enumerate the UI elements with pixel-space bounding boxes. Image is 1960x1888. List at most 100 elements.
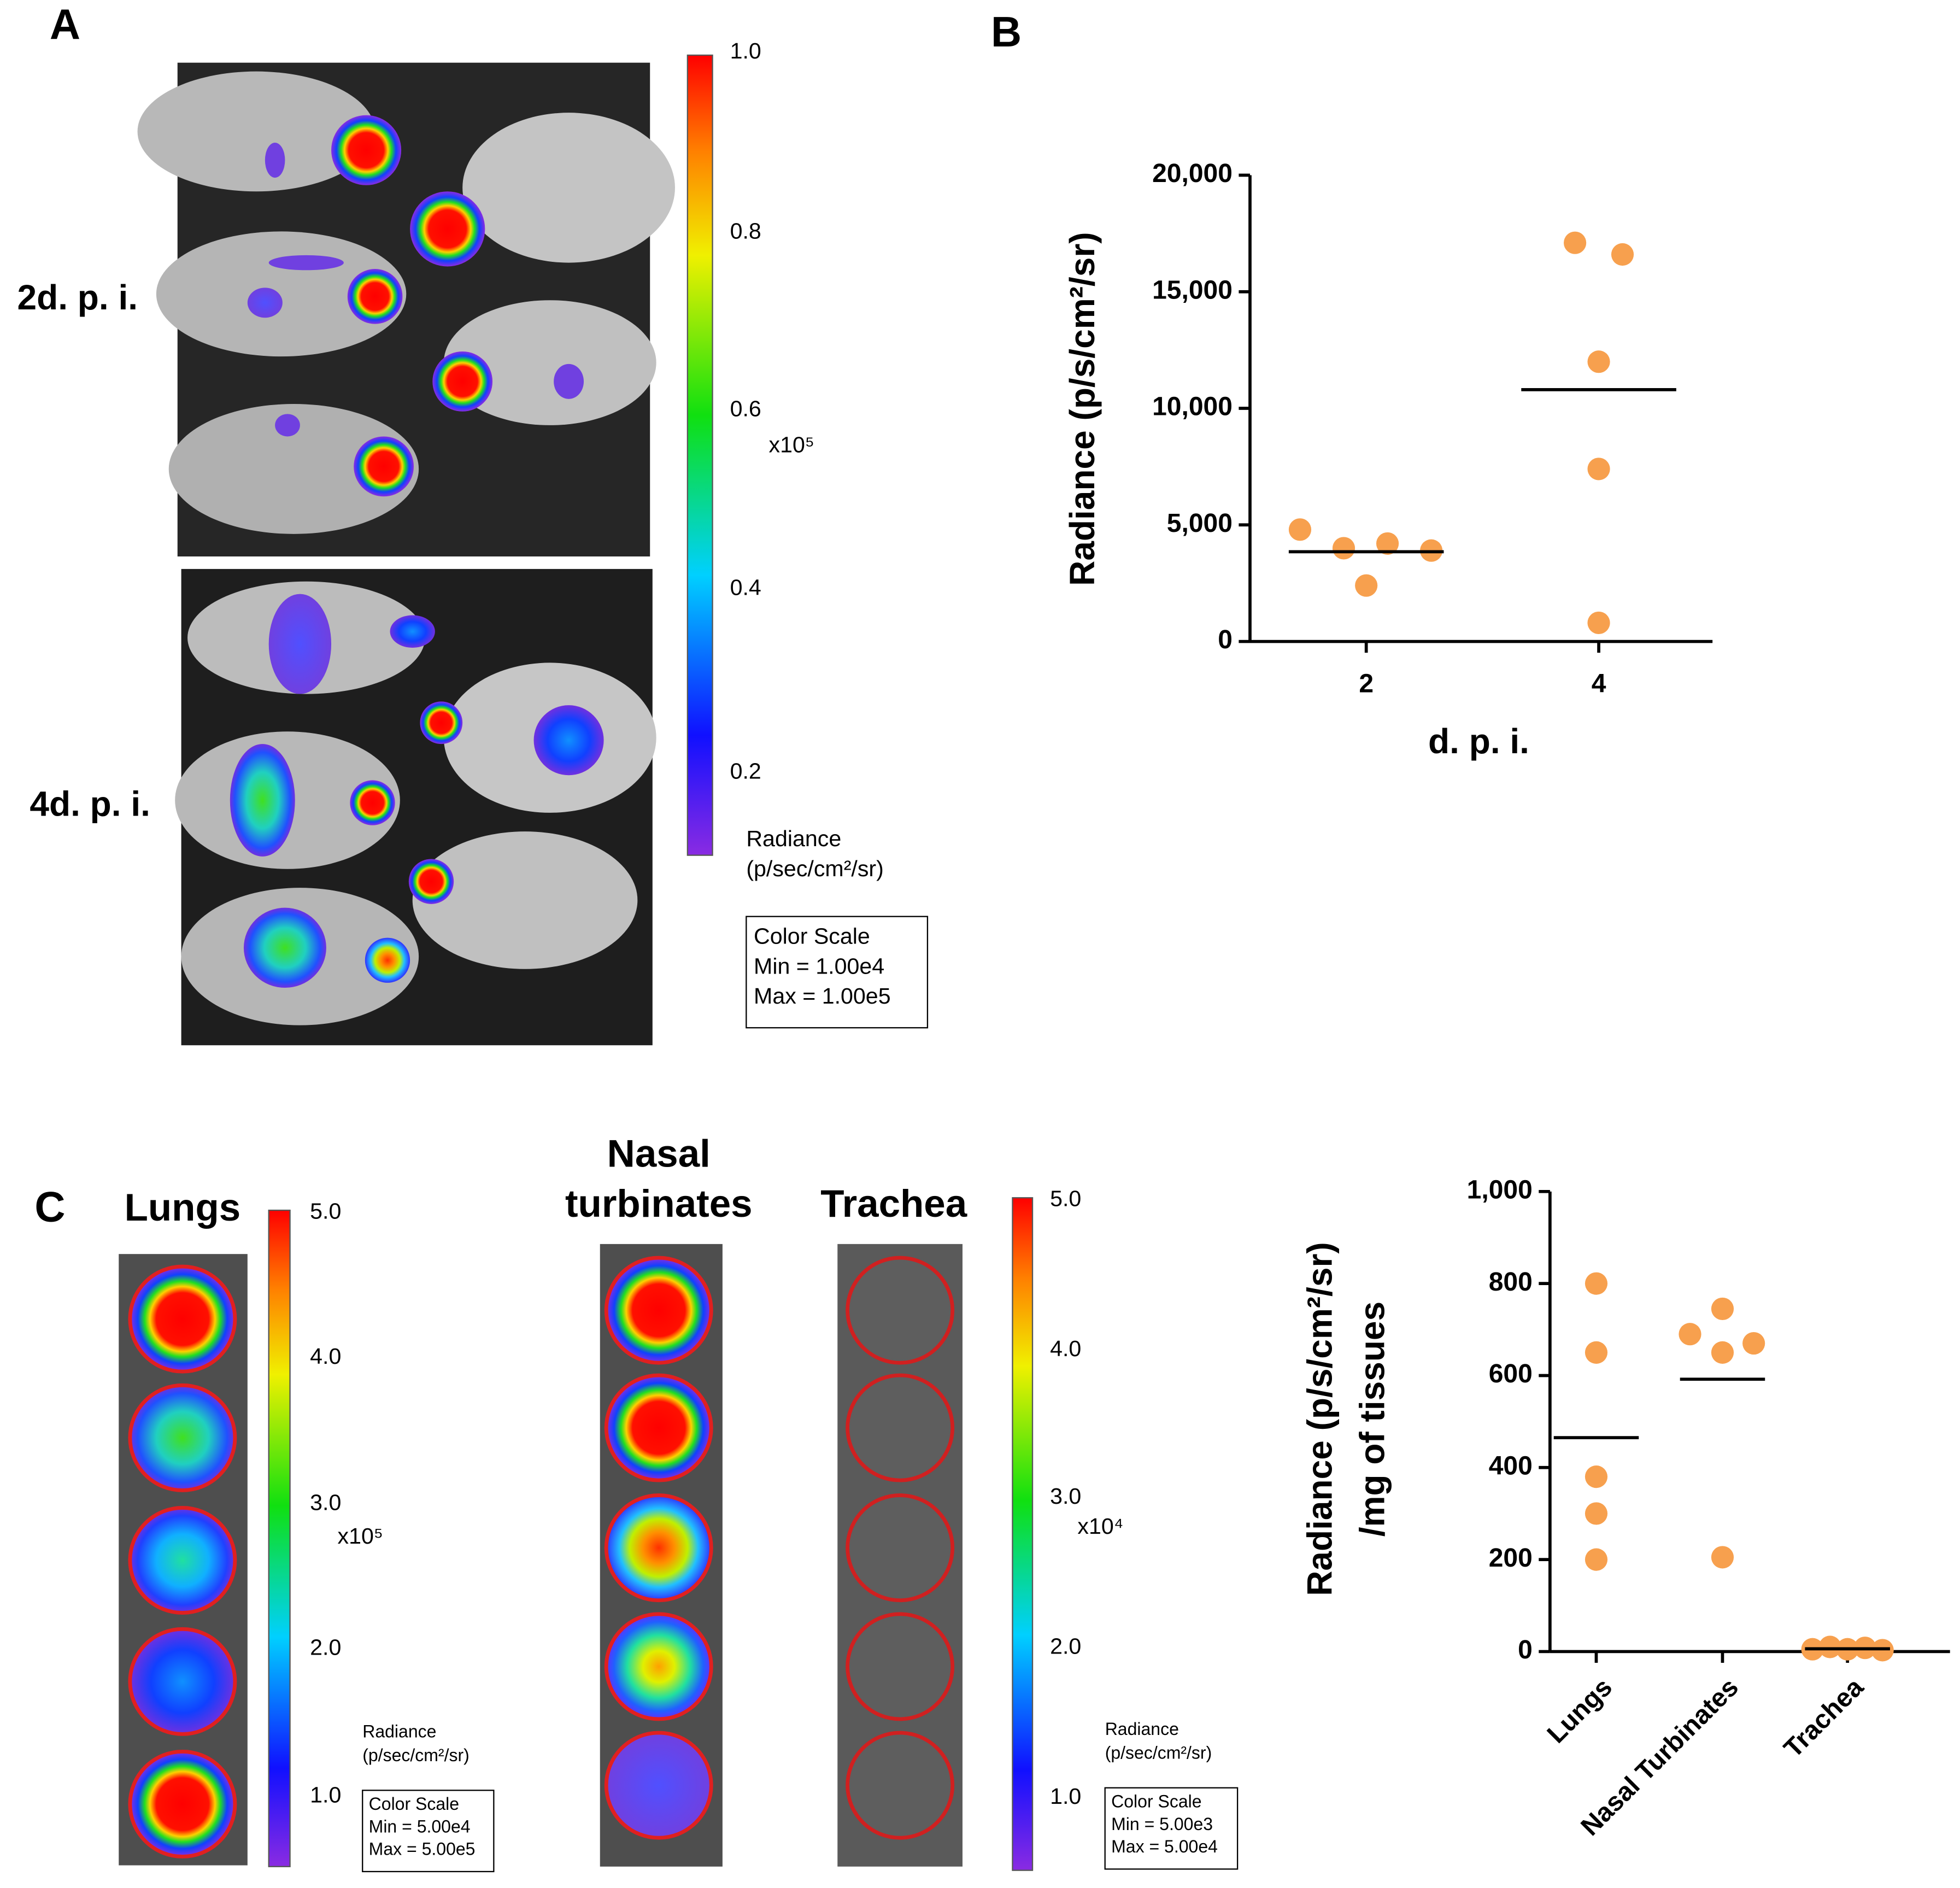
- scale-text: Color Scale: [1111, 1792, 1201, 1811]
- scale-text: Color Scale: [369, 1794, 459, 1814]
- data-point: [1332, 537, 1355, 560]
- data-point: [1711, 1297, 1734, 1321]
- x-tick-label: Trachea: [1779, 1672, 1870, 1763]
- signal: [230, 744, 295, 857]
- well: [846, 1731, 955, 1840]
- y-tick-label: 1,000: [1467, 1176, 1533, 1205]
- signal: [268, 255, 344, 271]
- panel-label: A: [50, 1, 80, 48]
- signal: [247, 288, 283, 318]
- colorbar-tick: 4.0: [310, 1344, 341, 1369]
- well: [846, 1256, 955, 1365]
- mouse-body: [137, 71, 375, 192]
- scale-text: Min = 5.00e3: [1111, 1814, 1213, 1834]
- row-label: 2d. p. i.: [17, 278, 138, 317]
- data-point: [1585, 1548, 1608, 1571]
- mouse-body: [443, 300, 656, 425]
- scale-box: [746, 916, 929, 1029]
- x-tick-label: 2: [1359, 669, 1374, 698]
- colorbar-unit: Radiance: [1105, 1719, 1179, 1739]
- colorbar: [686, 54, 713, 856]
- colorbar-tick: 2.0: [310, 1635, 341, 1660]
- signal: [410, 191, 485, 267]
- scale-text: Max = 5.00e5: [369, 1839, 476, 1859]
- y-tick-label: 0: [1518, 1635, 1533, 1664]
- data-point: [1587, 611, 1610, 635]
- signal: [331, 115, 402, 185]
- well: [846, 1612, 955, 1721]
- data-point: [1711, 1341, 1734, 1364]
- colorbar-unit: (p/sec/cm²/sr): [746, 856, 884, 881]
- colorbar-tick: 3.0: [1050, 1484, 1081, 1509]
- well: [128, 1383, 237, 1492]
- colorbar-tick: 1.0: [310, 1783, 341, 1808]
- signal: [268, 594, 332, 694]
- mouse-body: [412, 831, 638, 969]
- panel-label: C: [34, 1184, 65, 1231]
- data-point: [1679, 1323, 1701, 1346]
- colorbar-tick: 4.0: [1050, 1336, 1081, 1361]
- data-point: [1711, 1546, 1734, 1569]
- colorbar-unit: (p/sec/cm²/sr): [362, 1745, 470, 1765]
- row-label: 4d. p. i.: [30, 784, 150, 823]
- data-point: [1288, 518, 1312, 541]
- colorbar-tick: 0.6: [730, 396, 761, 421]
- data-point: [1585, 1465, 1608, 1488]
- y-tick-label: 5,000: [1167, 509, 1233, 538]
- x-tick-label: 4: [1592, 669, 1606, 698]
- x-axis-label: d. p. i.: [1428, 722, 1529, 761]
- data-point: [1587, 458, 1610, 480]
- tissue-image: [119, 1254, 248, 1866]
- colorbar: [1012, 1197, 1034, 1871]
- well: [846, 1373, 955, 1482]
- well: [846, 1493, 955, 1603]
- data-point: [1742, 1332, 1765, 1355]
- y-tick-label: 200: [1489, 1544, 1533, 1573]
- scale-text: Max = 5.00e4: [1111, 1837, 1218, 1856]
- colorbar-tick: 0.8: [730, 219, 761, 244]
- colorbar-tick: 1.0: [730, 38, 761, 63]
- signal: [365, 937, 410, 983]
- data-point: [1355, 574, 1378, 597]
- signal: [347, 269, 403, 324]
- mouse-body: [168, 404, 419, 534]
- signal: [554, 363, 584, 399]
- colorbar-tick: 3.0: [310, 1490, 341, 1515]
- data-point: [1585, 1272, 1608, 1295]
- scale-text: Min = 1.00e4: [754, 953, 884, 978]
- signal: [350, 780, 395, 825]
- y-axis-label: Radiance (p/s/cm²/sr): [1063, 232, 1102, 585]
- colorbar-multiplier: x10⁵: [768, 432, 814, 458]
- well: [128, 1506, 237, 1615]
- colorbar-multiplier: x10⁴: [1077, 1514, 1123, 1539]
- data-point: [1585, 1341, 1608, 1364]
- colorbar-unit: Radiance: [746, 826, 841, 851]
- mouse-body: [462, 113, 675, 263]
- y-tick-label: 800: [1489, 1268, 1533, 1297]
- tissue-title: Lungs: [125, 1186, 241, 1229]
- colorbar-tick: 5.0: [310, 1199, 341, 1224]
- signal: [533, 705, 604, 776]
- colorbar-tick: 2.0: [1050, 1633, 1081, 1658]
- signal: [243, 907, 326, 988]
- y-tick-label: 0: [1218, 625, 1233, 654]
- y-tick-label: 600: [1489, 1359, 1533, 1388]
- colorbar: [268, 1209, 291, 1867]
- data-point: [1587, 350, 1610, 373]
- well: [604, 1373, 713, 1482]
- well: [128, 1627, 237, 1736]
- data-point: [1611, 243, 1634, 266]
- colorbar-tick: 1.0: [1050, 1784, 1081, 1809]
- mouse-image: [175, 568, 656, 1046]
- well: [604, 1493, 713, 1603]
- signal: [432, 351, 493, 412]
- scale-text: Color Scale: [754, 923, 870, 948]
- tissue-title: Nasal: [607, 1133, 711, 1176]
- colorbar-tick: 5.0: [1050, 1186, 1081, 1211]
- y-tick-label: 400: [1489, 1451, 1533, 1480]
- tissue-image: [837, 1244, 963, 1867]
- y-tick-label: 10,000: [1152, 392, 1233, 421]
- scale-box: [362, 1790, 495, 1873]
- tissue-image: [600, 1244, 723, 1867]
